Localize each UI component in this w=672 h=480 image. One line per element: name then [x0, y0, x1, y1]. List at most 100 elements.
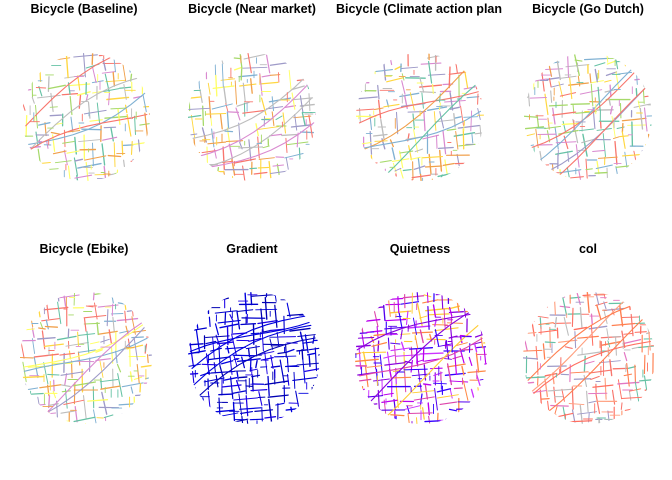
road-segment — [362, 306, 480, 411]
road-segment — [524, 126, 545, 130]
road-segment — [211, 128, 215, 148]
road-segment — [194, 57, 201, 75]
road-segment — [197, 412, 201, 424]
road-segment — [374, 69, 393, 73]
road-segment — [294, 114, 298, 131]
road-segment — [239, 407, 262, 410]
road-segment — [108, 329, 112, 344]
road-segment — [422, 134, 440, 140]
road-segment — [188, 71, 196, 75]
road-segment — [523, 357, 539, 360]
road-segment — [240, 411, 253, 415]
road-segment — [550, 90, 553, 103]
road-segment — [581, 138, 596, 144]
road-segment — [315, 411, 320, 414]
road-segment — [211, 103, 233, 110]
road-segment — [474, 343, 478, 353]
road-segment — [296, 132, 299, 148]
road-segment — [61, 390, 71, 393]
road-segment — [595, 301, 608, 306]
road-segment — [242, 66, 268, 69]
road-segment — [650, 173, 652, 181]
road-segment — [386, 351, 391, 369]
road-segment — [103, 414, 114, 419]
road-segment — [547, 400, 551, 418]
road-segment — [76, 91, 91, 96]
road-segment — [389, 55, 393, 66]
road-segment — [110, 292, 114, 304]
road-segment — [238, 146, 264, 149]
road-segment — [52, 390, 57, 399]
road-segment — [459, 297, 480, 301]
road-segment — [377, 99, 382, 119]
road-segment — [404, 405, 421, 410]
road-segment — [524, 381, 535, 384]
road-segment — [570, 371, 589, 374]
road-segment — [60, 410, 75, 414]
road-segment — [394, 167, 402, 172]
road-segment — [476, 292, 480, 294]
road-segment — [38, 86, 43, 97]
road-segment — [645, 174, 648, 181]
road-segment — [317, 376, 320, 380]
road-segment — [421, 156, 443, 159]
road-segment — [285, 156, 290, 177]
road-segment — [647, 133, 651, 157]
road-segment — [416, 292, 419, 301]
road-segment — [122, 144, 134, 147]
road-segment — [222, 146, 225, 170]
road-segment — [49, 114, 63, 117]
road-segment — [301, 67, 316, 73]
road-segment — [527, 82, 531, 107]
road-segment — [619, 135, 629, 138]
road-segment — [47, 171, 52, 181]
road-segment — [128, 170, 145, 173]
road-segment — [621, 316, 640, 319]
road-segment — [302, 341, 314, 344]
road-segment — [531, 57, 644, 167]
road-segment — [356, 96, 378, 100]
road-segment — [317, 351, 320, 356]
road-segment — [422, 299, 439, 304]
road-segment — [254, 409, 274, 412]
road-segment — [38, 327, 46, 330]
road-segment — [425, 307, 450, 312]
road-segment — [65, 342, 89, 347]
road-segment — [208, 316, 211, 328]
road-segment — [121, 57, 127, 82]
road-segment — [260, 308, 264, 333]
road-segment — [299, 292, 303, 304]
road-segment — [202, 298, 215, 302]
road-segment — [435, 119, 454, 123]
road-segment — [96, 321, 99, 336]
road-segment — [270, 354, 274, 369]
road-segment — [250, 292, 253, 306]
road-segment — [356, 68, 371, 72]
road-segment — [529, 96, 547, 99]
panel-title-4: Bicycle (Go Dutch) — [532, 2, 644, 16]
road-segment — [416, 302, 423, 327]
road-segment — [437, 394, 459, 399]
panel-8: col — [523, 242, 659, 424]
road-segment — [405, 310, 409, 325]
road-segment — [524, 58, 527, 82]
road-segment — [480, 94, 484, 100]
road-segment — [640, 406, 649, 410]
road-segment — [411, 373, 431, 377]
road-segment — [238, 393, 243, 416]
road-segment — [441, 292, 444, 310]
road-segment — [358, 107, 361, 124]
road-segment — [631, 121, 634, 147]
road-segment — [47, 373, 60, 376]
road-segment — [309, 298, 313, 324]
road-segment — [227, 111, 240, 113]
road-segment — [657, 399, 659, 416]
road-segment — [275, 115, 283, 121]
road-segment — [118, 403, 134, 406]
road-segment — [281, 133, 298, 137]
road-segment — [471, 132, 474, 144]
road-segment — [419, 173, 423, 181]
road-segment — [395, 383, 399, 409]
road-segment — [306, 399, 309, 409]
road-segment — [356, 108, 375, 111]
